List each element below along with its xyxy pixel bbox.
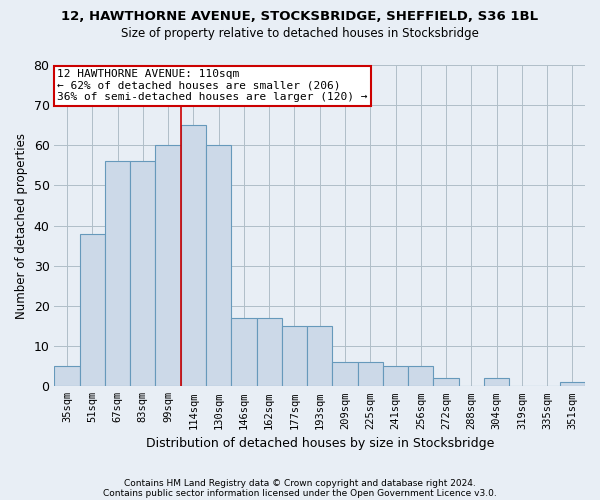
Bar (206, 146, 231, 386)
Y-axis label: Number of detached properties: Number of detached properties (15, 132, 28, 318)
Bar (358, 362, 383, 386)
Text: Size of property relative to detached houses in Stocksbridge: Size of property relative to detached ho… (121, 28, 479, 40)
Bar (307, 326, 332, 386)
Bar (408, 366, 433, 386)
Bar (231, 318, 257, 386)
Bar (383, 366, 408, 386)
Text: 12, HAWTHORNE AVENUE, STOCKSBRIDGE, SHEFFIELD, S36 1BL: 12, HAWTHORNE AVENUE, STOCKSBRIDGE, SHEF… (61, 10, 539, 23)
Bar (433, 378, 458, 386)
Bar (130, 162, 155, 386)
Bar (105, 162, 130, 386)
Bar (332, 362, 358, 386)
Bar (181, 125, 206, 386)
Text: Contains HM Land Registry data © Crown copyright and database right 2024.: Contains HM Land Registry data © Crown c… (124, 478, 476, 488)
Bar (80, 234, 105, 386)
Bar (55, 366, 80, 386)
Text: Contains public sector information licensed under the Open Government Licence v3: Contains public sector information licen… (103, 488, 497, 498)
Text: 12 HAWTHORNE AVENUE: 110sqm
← 62% of detached houses are smaller (206)
36% of se: 12 HAWTHORNE AVENUE: 110sqm ← 62% of det… (57, 69, 367, 102)
Bar (282, 326, 307, 386)
Bar (257, 318, 282, 386)
X-axis label: Distribution of detached houses by size in Stocksbridge: Distribution of detached houses by size … (146, 437, 494, 450)
Bar (560, 382, 585, 386)
Bar (155, 146, 181, 386)
Bar (484, 378, 509, 386)
